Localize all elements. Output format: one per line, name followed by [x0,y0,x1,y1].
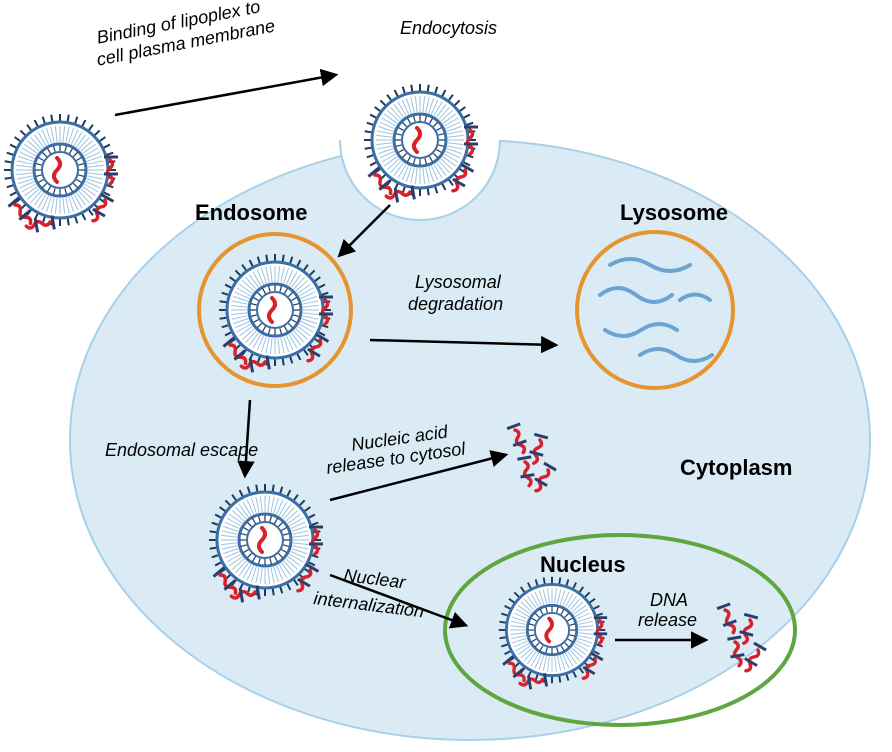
label-dna_rel1: DNA [650,590,688,611]
lipoplex-outside [4,114,118,234]
label-lys_deg2: degradation [408,294,503,315]
diagram-svg [0,0,892,752]
label-end_escape: Endosomal escape [105,440,258,461]
label-endosome: Endosome [195,200,307,226]
label-dna_rel2: release [638,610,697,631]
label-lysosome: Lysosome [620,200,728,226]
cell [70,85,870,740]
binding-arrow [115,75,335,115]
label-endocytosis: Endocytosis [400,18,497,39]
diagram-canvas: Binding of lipoplex tocell plasma membra… [0,0,892,752]
label-cytoplasm: Cytoplasm [680,455,792,481]
label-lys_deg1: Lysosomal [415,272,501,293]
label-nucleus_lbl: Nucleus [540,552,626,578]
